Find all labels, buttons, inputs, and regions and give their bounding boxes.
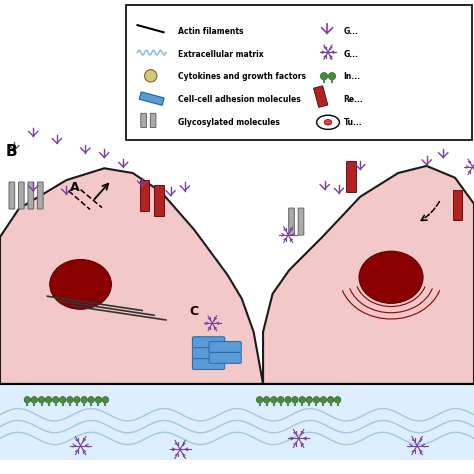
FancyBboxPatch shape xyxy=(141,113,146,128)
Ellipse shape xyxy=(359,251,423,303)
FancyBboxPatch shape xyxy=(209,353,241,364)
Circle shape xyxy=(320,73,328,80)
Text: G...: G... xyxy=(344,50,358,58)
Circle shape xyxy=(320,397,327,403)
Text: Tu...: Tu... xyxy=(344,118,362,127)
Bar xyxy=(126,5,472,140)
Circle shape xyxy=(292,397,298,403)
Text: In...: In... xyxy=(344,73,361,81)
Text: Glycosylated molecules: Glycosylated molecules xyxy=(178,118,280,127)
FancyBboxPatch shape xyxy=(192,359,225,370)
Circle shape xyxy=(53,397,59,403)
Circle shape xyxy=(74,397,80,403)
FancyBboxPatch shape xyxy=(150,113,156,128)
Text: Cell-cell adhesion molecules: Cell-cell adhesion molecules xyxy=(178,95,301,104)
Text: Actin filaments: Actin filaments xyxy=(178,27,243,36)
FancyBboxPatch shape xyxy=(18,182,24,209)
Polygon shape xyxy=(139,92,164,105)
Polygon shape xyxy=(263,166,474,384)
Circle shape xyxy=(256,397,263,403)
Circle shape xyxy=(67,397,73,403)
Circle shape xyxy=(31,397,37,403)
Ellipse shape xyxy=(317,115,339,129)
Circle shape xyxy=(88,397,94,403)
Text: Re...: Re... xyxy=(344,95,364,104)
Text: Cytokines and growth factors: Cytokines and growth factors xyxy=(178,73,306,81)
Polygon shape xyxy=(453,190,462,220)
Text: B: B xyxy=(6,145,18,159)
Circle shape xyxy=(46,397,52,403)
Bar xyxy=(0,384,474,460)
Circle shape xyxy=(81,397,87,403)
Polygon shape xyxy=(0,168,263,384)
FancyBboxPatch shape xyxy=(192,337,225,348)
Circle shape xyxy=(271,397,277,403)
FancyBboxPatch shape xyxy=(28,182,34,209)
Circle shape xyxy=(278,397,284,403)
Circle shape xyxy=(24,397,30,403)
FancyBboxPatch shape xyxy=(209,341,241,353)
FancyBboxPatch shape xyxy=(37,182,43,209)
Circle shape xyxy=(60,397,66,403)
Circle shape xyxy=(145,70,157,82)
Ellipse shape xyxy=(50,260,111,309)
Circle shape xyxy=(335,397,341,403)
FancyBboxPatch shape xyxy=(289,208,294,235)
Text: A: A xyxy=(70,181,80,193)
Circle shape xyxy=(306,397,312,403)
Circle shape xyxy=(328,73,336,80)
Circle shape xyxy=(102,397,109,403)
FancyBboxPatch shape xyxy=(298,208,304,235)
Polygon shape xyxy=(313,86,328,108)
Circle shape xyxy=(328,397,334,403)
Polygon shape xyxy=(346,161,356,192)
Text: Extracellular matrix: Extracellular matrix xyxy=(178,50,264,58)
FancyBboxPatch shape xyxy=(192,348,225,359)
Polygon shape xyxy=(140,180,149,211)
FancyBboxPatch shape xyxy=(9,182,15,209)
Circle shape xyxy=(285,397,291,403)
Circle shape xyxy=(313,397,319,403)
Circle shape xyxy=(299,397,305,403)
Polygon shape xyxy=(154,185,164,216)
Text: G...: G... xyxy=(344,27,358,36)
Circle shape xyxy=(95,397,101,403)
Circle shape xyxy=(264,397,270,403)
Circle shape xyxy=(38,397,45,403)
Text: C: C xyxy=(190,305,199,318)
Ellipse shape xyxy=(324,119,332,125)
